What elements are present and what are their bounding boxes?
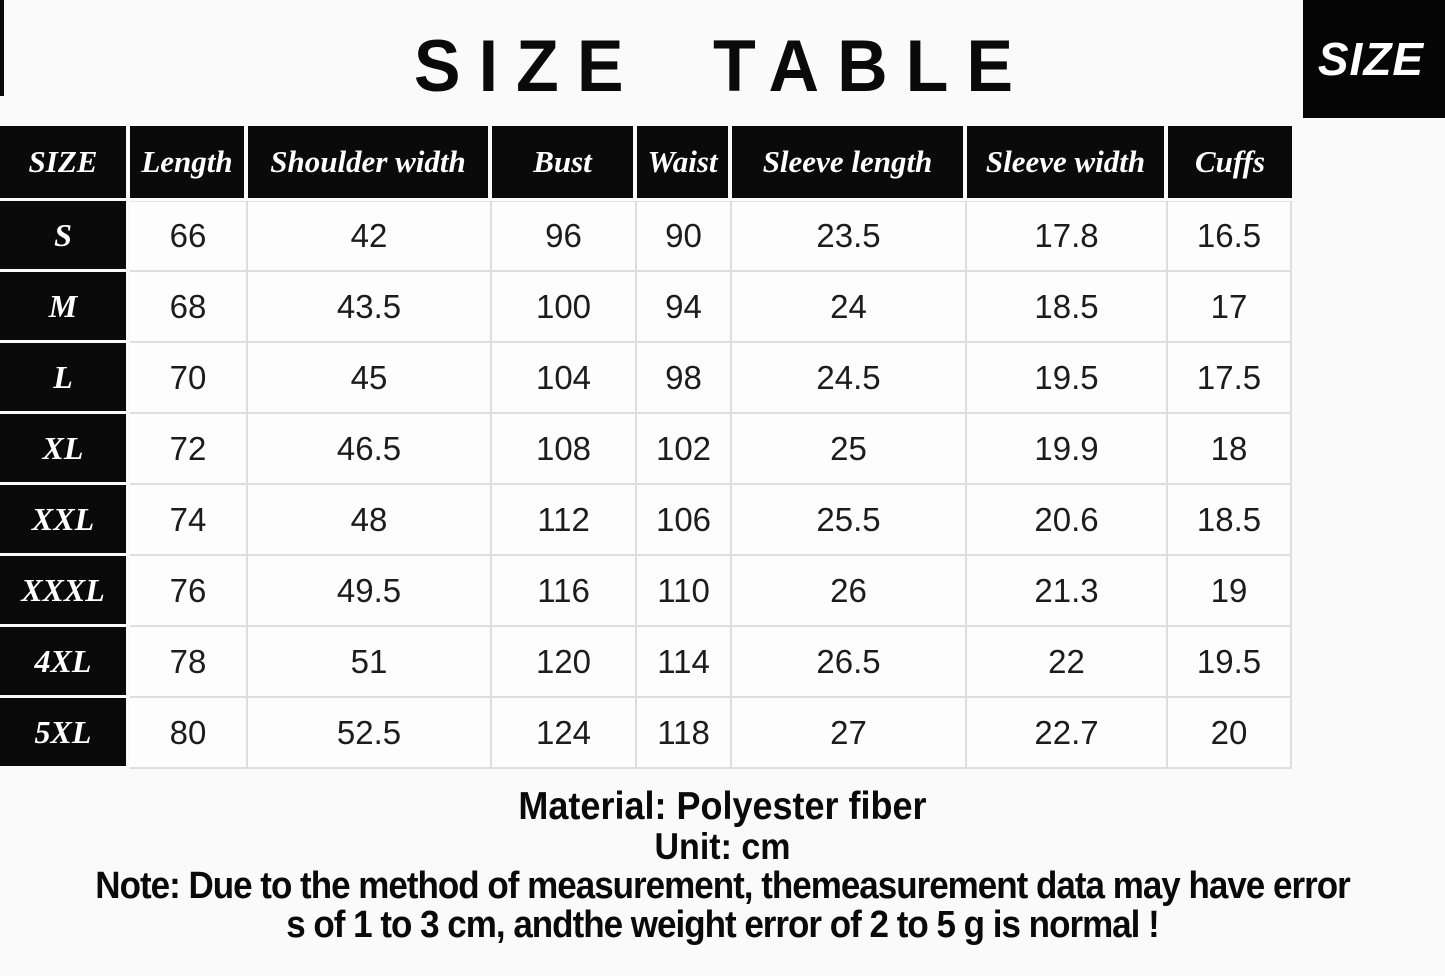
table-cell: 21.3	[967, 556, 1168, 627]
size-badge: SIZE	[1303, 0, 1445, 118]
note-line-2: s of 1 to 3 cm, andthe weight error of 2…	[286, 903, 1160, 946]
table-cell: 98	[637, 343, 732, 414]
table-cell: 19.9	[967, 414, 1168, 485]
row-size-label: XXL	[0, 485, 130, 556]
table-cell: 90	[637, 201, 732, 272]
table-row: S 66 42 96 90 23.5 17.8 16.5	[0, 201, 1292, 272]
table-cell: 104	[492, 343, 637, 414]
table-cell: 18.5	[967, 272, 1168, 343]
table-cell: 42	[248, 201, 492, 272]
table-row: M 68 43.5 100 94 24 18.5 17	[0, 272, 1292, 343]
table-cell: 43.5	[248, 272, 492, 343]
table-cell: 17	[1168, 272, 1292, 343]
table-row: 4XL 78 51 120 114 26.5 22 19.5	[0, 627, 1292, 698]
table-cell: 94	[637, 272, 732, 343]
table-cell: 51	[248, 627, 492, 698]
material-line: Material: Polyester fiber	[518, 783, 927, 828]
table-cell: 102	[637, 414, 732, 485]
table-cell: 18.5	[1168, 485, 1292, 556]
table-cell: 27	[732, 698, 967, 769]
table-cell: 23.5	[732, 201, 967, 272]
row-size-label: M	[0, 272, 130, 343]
row-size-label: XL	[0, 414, 130, 485]
note-line-1: Note: Due to the method of measurement, …	[95, 864, 1350, 907]
table-cell: 106	[637, 485, 732, 556]
table-cell: 26.5	[732, 627, 967, 698]
table-cell: 17.5	[1168, 343, 1292, 414]
table-cell: 24	[732, 272, 967, 343]
table-row: XXL 74 48 112 106 25.5 20.6 18.5	[0, 485, 1292, 556]
table-cell: 49.5	[248, 556, 492, 627]
table-cell: 110	[637, 556, 732, 627]
header-cell: Sleeve width	[967, 126, 1168, 201]
table-row: XL 72 46.5 108 102 25 19.9 18	[0, 414, 1292, 485]
table-cell: 18	[1168, 414, 1292, 485]
table-cell: 80	[130, 698, 248, 769]
table-cell: 124	[492, 698, 637, 769]
table-row: XXXL 76 49.5 116 110 26 21.3 19	[0, 556, 1292, 627]
row-size-label: 4XL	[0, 627, 130, 698]
table-cell: 25	[732, 414, 967, 485]
header-cell: SIZE	[0, 126, 130, 201]
table-cell: 76	[130, 556, 248, 627]
header-cell: Shoulder width	[248, 126, 492, 201]
table-cell: 66	[130, 201, 248, 272]
size-table: SIZE Length Shoulder width Bust Waist Sleeve …	[0, 126, 1292, 769]
table-cell: 96	[492, 201, 637, 272]
table-cell: 48	[248, 485, 492, 556]
table-header-row: SIZE Length Shoulder width Bust Waist Sleeve …	[0, 126, 1292, 201]
size-badge-label: SIZE	[1317, 33, 1425, 85]
table-cell: 72	[130, 414, 248, 485]
table-cell: 20	[1168, 698, 1292, 769]
table-cell: 19.5	[1168, 627, 1292, 698]
table-cell: 22.7	[967, 698, 1168, 769]
table-cell: 25.5	[732, 485, 967, 556]
row-size-label: L	[0, 343, 130, 414]
table-cell: 20.6	[967, 485, 1168, 556]
table-cell: 46.5	[248, 414, 492, 485]
table-cell: 52.5	[248, 698, 492, 769]
row-size-label: S	[0, 201, 130, 272]
page-title: SIZE TABLE	[413, 25, 1032, 107]
table-cell: 114	[637, 627, 732, 698]
table-cell: 118	[637, 698, 732, 769]
table-cell: 112	[492, 485, 637, 556]
left-edge-artifact	[0, 0, 4, 96]
header-cell: Length	[130, 126, 248, 201]
table-cell: 116	[492, 556, 637, 627]
table-cell: 19	[1168, 556, 1292, 627]
table-row: 5XL 80 52.5 124 118 27 22.7 20	[0, 698, 1292, 769]
size-table-body: S 66 42 96 90 23.5 17.8 16.5 M 68 43.5 100 94 24 18.5 1…	[0, 201, 1292, 769]
table-cell: 19.5	[967, 343, 1168, 414]
footer-notes: Material: Polyester fiber Unit: cm Note:…	[0, 783, 1445, 946]
header-cell: Waist	[637, 126, 732, 201]
table-cell: 17.8	[967, 201, 1168, 272]
unit-line: Unit: cm	[654, 826, 791, 868]
table-cell: 16.5	[1168, 201, 1292, 272]
row-size-label: 5XL	[0, 698, 130, 769]
header-cell: Cuffs	[1168, 126, 1292, 201]
table-cell: 26	[732, 556, 967, 627]
table-cell: 45	[248, 343, 492, 414]
table-cell: 100	[492, 272, 637, 343]
table-cell: 74	[130, 485, 248, 556]
table-cell: 78	[130, 627, 248, 698]
table-cell: 108	[492, 414, 637, 485]
table-row: L 70 45 104 98 24.5 19.5 17.5	[0, 343, 1292, 414]
table-cell: 120	[492, 627, 637, 698]
header-cell: Bust	[492, 126, 637, 201]
table-cell: 22	[967, 627, 1168, 698]
table-cell: 70	[130, 343, 248, 414]
header-cell: Sleeve length	[732, 126, 967, 201]
row-size-label: XXXL	[0, 556, 130, 627]
table-cell: 24.5	[732, 343, 967, 414]
table-cell: 68	[130, 272, 248, 343]
